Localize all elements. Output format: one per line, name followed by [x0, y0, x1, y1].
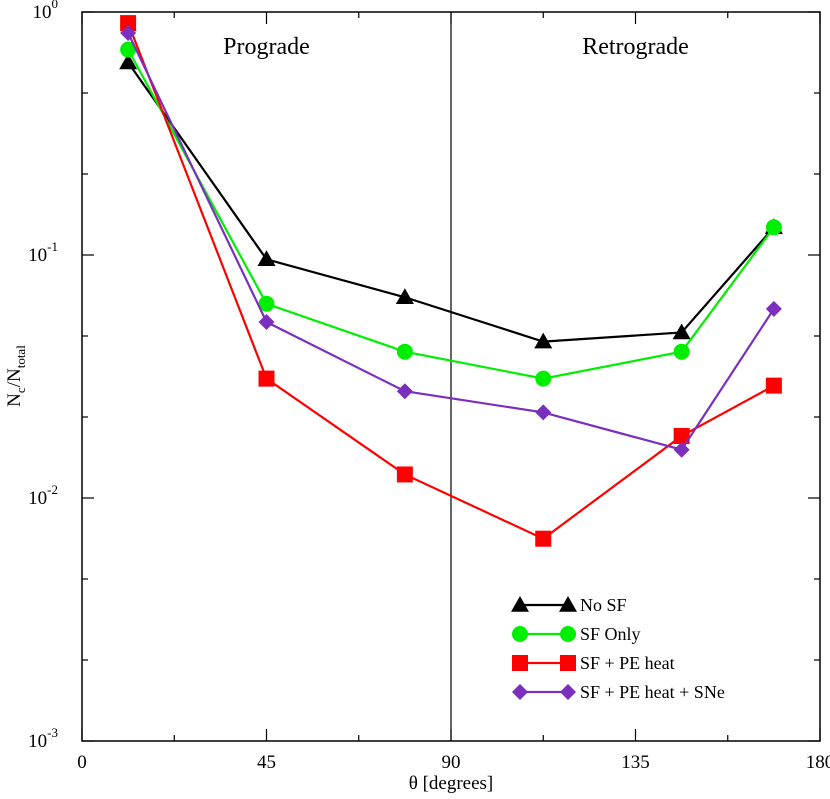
data-point	[120, 15, 137, 32]
x-tick-label: 135	[621, 752, 650, 773]
x-tick-label: 180	[806, 752, 830, 773]
series-layer	[119, 15, 783, 547]
data-point	[534, 332, 553, 349]
region-label: Retrograde	[582, 34, 689, 60]
legend-marker	[512, 626, 528, 642]
data-point	[396, 383, 413, 400]
data-point	[535, 370, 552, 387]
y-tick-label: 10-2	[28, 482, 58, 509]
legend-label: SF + PE heat	[580, 653, 675, 673]
x-tick-labels: 0 45 90 135 180	[77, 752, 830, 773]
region-labels: Prograde Retrograde	[223, 34, 689, 60]
y-tick-label: 100	[33, 0, 59, 23]
data-point	[258, 370, 275, 387]
y-axis-label: Nc/Ntotal	[4, 345, 28, 407]
data-point	[119, 53, 138, 70]
x-tick-label: 90	[442, 752, 461, 773]
legend-marker	[511, 596, 529, 612]
legend-marker	[512, 655, 528, 671]
x-tick-label: 0	[77, 752, 87, 773]
y-tick-exponent: -3	[47, 725, 58, 740]
data-point	[673, 343, 690, 360]
legend-marker	[560, 626, 576, 642]
legend-item: SF + PE heat + SNe	[512, 682, 725, 702]
legend-label: SF Only	[580, 624, 641, 644]
y-tick-base: 10	[28, 245, 47, 266]
legend-item: No SF	[511, 595, 627, 615]
series-1	[120, 41, 782, 387]
data-point	[120, 41, 137, 58]
legend: No SF SF Only SF + PE heat SF + PE heat + S…	[511, 595, 725, 702]
legend-item: SF + PE heat	[512, 653, 675, 673]
data-point	[396, 343, 413, 360]
data-point	[535, 530, 552, 547]
legend-marker	[512, 684, 528, 700]
series-line	[127, 32, 775, 451]
data-point	[765, 219, 782, 236]
y-tick-exponent: -1	[47, 239, 58, 254]
legend-marker	[559, 596, 577, 612]
series-line	[127, 49, 775, 380]
y-tick-label: 10-3	[28, 725, 58, 752]
legend-marker	[560, 655, 576, 671]
legend-item: SF Only	[512, 624, 641, 644]
data-point	[765, 377, 782, 394]
data-point	[673, 441, 690, 458]
legend-label: No SF	[580, 595, 627, 615]
series-line	[127, 61, 775, 343]
data-point	[673, 427, 690, 444]
region-label: Prograde	[223, 34, 310, 60]
data-point	[396, 466, 413, 483]
data-point	[258, 295, 275, 312]
data-point	[765, 300, 782, 317]
y-tick-base: 10	[33, 2, 52, 23]
y-tick-exponent: -2	[47, 482, 58, 497]
y-tick-base: 10	[28, 488, 47, 509]
series-3	[120, 24, 782, 458]
data-point	[535, 404, 552, 421]
data-point	[257, 250, 276, 267]
y-axis-label-sub2: total	[13, 345, 28, 368]
y-axis-label-main: N	[4, 393, 25, 407]
data-point	[395, 288, 414, 305]
legend-marker	[560, 684, 576, 700]
y-axis-label-sep: /N	[4, 368, 25, 387]
data-point	[258, 314, 275, 331]
y-tick-label: 10-1	[28, 239, 58, 266]
x-axis-label: θ [degrees]	[409, 773, 494, 794]
legend-label: SF + PE heat + SNe	[580, 682, 725, 702]
x-tick-label: 45	[257, 752, 276, 773]
data-point	[120, 24, 137, 41]
y-axis-label-sub1: c	[13, 387, 28, 393]
y-tick-base: 10	[28, 731, 47, 752]
y-tick-exponent: 0	[52, 0, 59, 11]
data-point	[672, 323, 691, 340]
